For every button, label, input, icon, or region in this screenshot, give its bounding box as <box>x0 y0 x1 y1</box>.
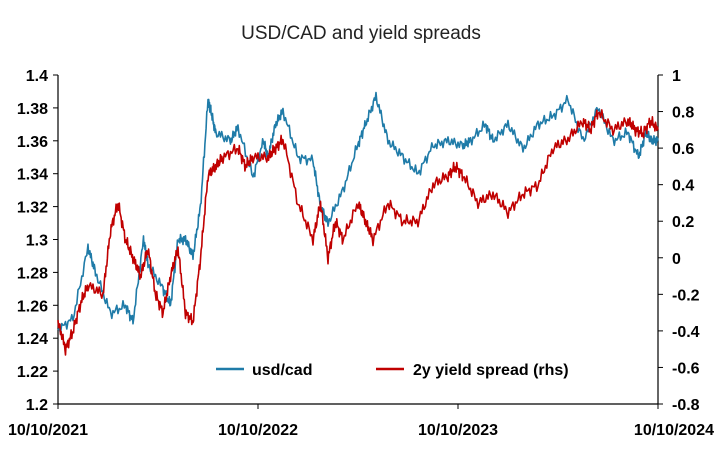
right-tick-label: 0.6 <box>672 141 694 158</box>
left-tick-label: 1.26 <box>17 298 48 315</box>
left-tick-label: 1.24 <box>17 331 48 348</box>
left-tick-label: 1.38 <box>17 101 48 118</box>
legend-yield-spread-label: 2y yield spread (rhs) <box>413 362 569 379</box>
left-tick-label: 1.36 <box>17 134 48 151</box>
left-tick-label: 1.34 <box>17 167 48 184</box>
right-tick-label: 0.4 <box>672 178 694 195</box>
right-tick-label: 1 <box>672 68 681 85</box>
x-tick-label: 10/10/2024 <box>634 422 714 439</box>
right-tick-label: 0.8 <box>672 105 694 122</box>
x-tick-label: 10/10/2022 <box>218 422 298 439</box>
right-tick-label: -0.2 <box>672 287 700 304</box>
left-axis-ticks: 1.2 1.22 1.24 1.26 1.28 1.3 1.32 1.34 1.36 1.38 1.… <box>17 68 58 414</box>
chart-title: USD/CAD and yield spreads <box>241 23 481 44</box>
left-tick-label: 1.2 <box>26 397 48 414</box>
x-tick-label: 10/10/2021 <box>8 422 88 439</box>
left-tick-label: 1.3 <box>26 233 48 250</box>
right-tick-label: -0.4 <box>672 324 700 341</box>
x-tick-label: 10/10/2023 <box>418 422 498 439</box>
right-tick-label: -0.6 <box>672 360 700 377</box>
legend-usd-cad-label: usd/cad <box>252 362 312 379</box>
x-axis-ticks: 10/10/2021 10/10/2022 10/10/2023 10/10/2024 <box>8 404 714 439</box>
left-tick-label: 1.4 <box>26 68 48 85</box>
left-tick-label: 1.32 <box>17 200 48 217</box>
series-usd-cad-line <box>57 91 659 335</box>
right-tick-label: 0.2 <box>672 214 694 231</box>
left-tick-label: 1.28 <box>17 265 48 282</box>
series-layer <box>57 91 659 356</box>
right-axis-ticks: -0.8 -0.6 -0.4 -0.2 0 0.2 0.4 0.6 0.8 1 <box>658 68 700 414</box>
right-tick-label: 0 <box>672 251 681 268</box>
legend: usd/cad 2y yield spread (rhs) <box>216 362 569 379</box>
right-tick-label: -0.8 <box>672 397 700 414</box>
left-tick-label: 1.22 <box>17 364 48 381</box>
series-yield-spread-line <box>57 109 659 356</box>
